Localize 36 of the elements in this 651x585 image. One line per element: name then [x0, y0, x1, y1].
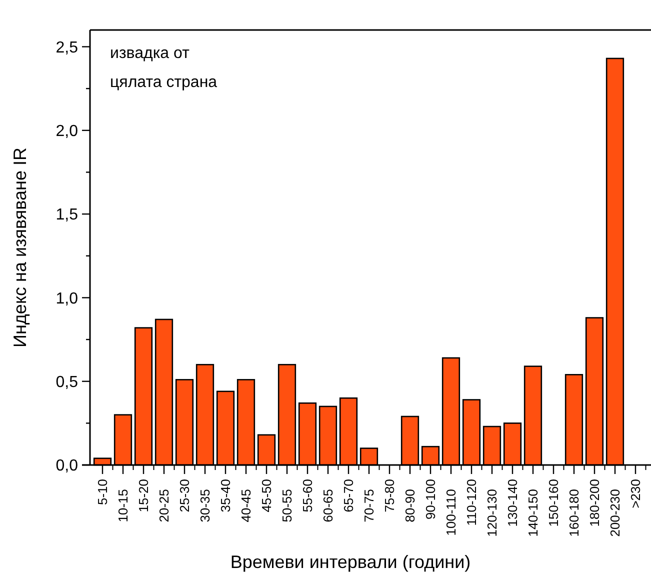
x-tick-label: 5-10 — [95, 479, 110, 506]
x-tick-label: 180-200 — [587, 479, 602, 527]
y-tick-label: 1,5 — [56, 206, 78, 224]
x-tick-label: 100-110 — [444, 489, 459, 536]
x-tick-label: 140-150 — [526, 489, 541, 537]
x-tick-label: 90-100 — [423, 479, 438, 520]
x-tick-label: 40-45 — [238, 489, 254, 522]
y-tick-label: 1,0 — [56, 290, 78, 308]
x-tick-label: 25-30 — [177, 479, 192, 512]
x-tick-label: 120-130 — [484, 489, 500, 537]
x-tick-label: 160-180 — [566, 489, 582, 537]
x-tick-label: 55-60 — [300, 479, 316, 512]
x-tick-label: 65-70 — [341, 479, 356, 512]
x-tick-label: 110-120 — [464, 479, 480, 526]
y-tick-label: 0,5 — [56, 374, 78, 391]
x-tick-label: >230 — [628, 479, 644, 508]
x-tick-label: 20-25 — [156, 489, 172, 522]
y-tick-label: 0,0 — [56, 458, 78, 475]
annotation: извадка от цялата страна — [110, 45, 218, 91]
y-tick-label: 2,5 — [56, 39, 78, 56]
x-tick-label: 200-230 — [608, 489, 623, 537]
x-axis-title: Времеви интервали (години) — [230, 552, 471, 572]
x-tick-label: 150-160 — [546, 479, 562, 527]
x-tick-label: 35-40 — [218, 479, 234, 512]
x-tick-label: 80-90 — [402, 489, 418, 522]
x-tick-label: 50-55 — [280, 489, 295, 522]
x-tick-label: 70-75 — [362, 489, 377, 522]
x-tick-label: 15-20 — [136, 479, 152, 512]
x-tick-label: 30-35 — [198, 489, 213, 522]
x-tick-label: 60-65 — [320, 489, 336, 522]
y-tick-label: 2,0 — [56, 122, 78, 140]
x-tick-label: 10-15 — [116, 489, 131, 522]
x-tick-label: 45-50 — [259, 479, 274, 512]
x-tick-label: 75-80 — [382, 479, 398, 512]
x-tick-label: 130-140 — [505, 479, 520, 527]
y-axis-title: Индекс на изявяване IR — [10, 148, 30, 348]
